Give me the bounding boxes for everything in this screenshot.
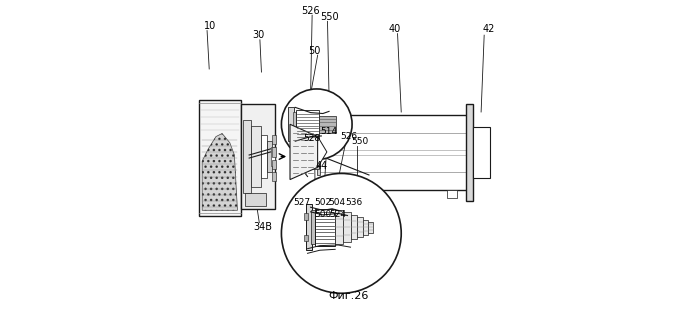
Text: Фиг.26: Фиг.26 — [329, 291, 369, 301]
Text: 504: 504 — [329, 198, 346, 207]
Bar — [304, 235, 308, 241]
Bar — [315, 209, 335, 246]
Bar — [199, 100, 241, 216]
Bar — [243, 120, 251, 193]
Text: 42: 42 — [482, 24, 495, 34]
Text: 550: 550 — [351, 137, 369, 146]
Polygon shape — [318, 137, 327, 167]
Bar — [369, 222, 373, 233]
Bar — [272, 147, 275, 166]
Bar — [363, 220, 369, 235]
Bar — [296, 109, 319, 139]
Bar — [272, 147, 276, 157]
Text: 550: 550 — [320, 12, 339, 22]
Text: 44: 44 — [315, 161, 328, 171]
Bar — [288, 107, 294, 141]
Bar — [262, 135, 267, 178]
Bar — [317, 131, 320, 175]
Bar — [447, 190, 456, 198]
Bar — [325, 190, 334, 198]
Text: 524: 524 — [329, 210, 346, 219]
Bar — [325, 107, 334, 115]
Text: 40: 40 — [388, 24, 401, 34]
Bar — [272, 172, 276, 181]
Bar — [312, 137, 319, 169]
Text: 34B: 34B — [253, 222, 272, 232]
Bar — [292, 112, 296, 137]
Text: 526: 526 — [302, 6, 320, 16]
Bar — [272, 135, 276, 144]
Bar — [242, 104, 275, 209]
Text: 500: 500 — [314, 210, 332, 219]
Bar — [350, 215, 357, 240]
Bar — [311, 210, 315, 244]
Bar — [251, 126, 260, 187]
Bar — [335, 210, 343, 244]
Circle shape — [281, 89, 352, 160]
Text: 527: 527 — [294, 198, 311, 207]
Text: 30: 30 — [252, 30, 265, 40]
Bar — [466, 104, 473, 201]
Bar — [244, 193, 266, 206]
Bar — [473, 127, 490, 178]
Polygon shape — [290, 124, 318, 179]
Bar — [343, 212, 350, 242]
Text: 10: 10 — [204, 21, 216, 31]
Bar — [319, 116, 336, 133]
Bar — [304, 213, 308, 219]
Bar — [306, 204, 312, 250]
Text: 528: 528 — [303, 134, 320, 143]
Text: 502: 502 — [314, 198, 332, 207]
Text: 514: 514 — [320, 127, 338, 136]
Text: 526: 526 — [341, 132, 357, 141]
Text: 50: 50 — [309, 46, 321, 55]
Text: 536: 536 — [345, 198, 362, 207]
Bar — [267, 141, 272, 172]
Circle shape — [281, 173, 401, 293]
Polygon shape — [202, 134, 237, 210]
Bar — [357, 217, 363, 237]
Bar — [272, 160, 276, 169]
